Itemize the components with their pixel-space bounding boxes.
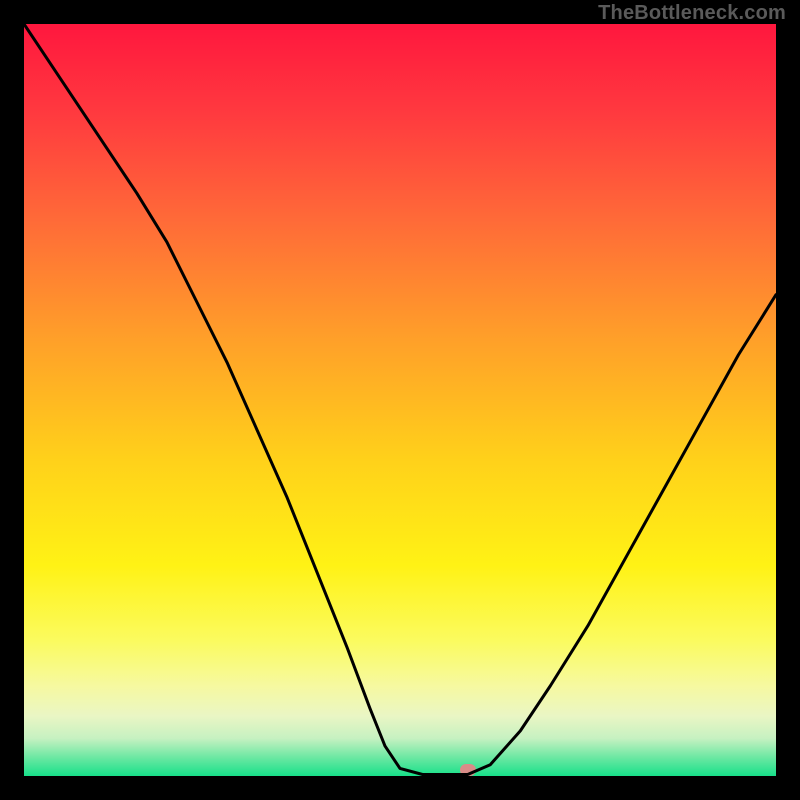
plot-area — [24, 24, 776, 776]
gradient-background — [24, 24, 776, 776]
chart-frame: TheBottleneck.com — [0, 0, 800, 800]
bottleneck-marker — [460, 764, 476, 776]
watermark-text: TheBottleneck.com — [598, 2, 786, 25]
